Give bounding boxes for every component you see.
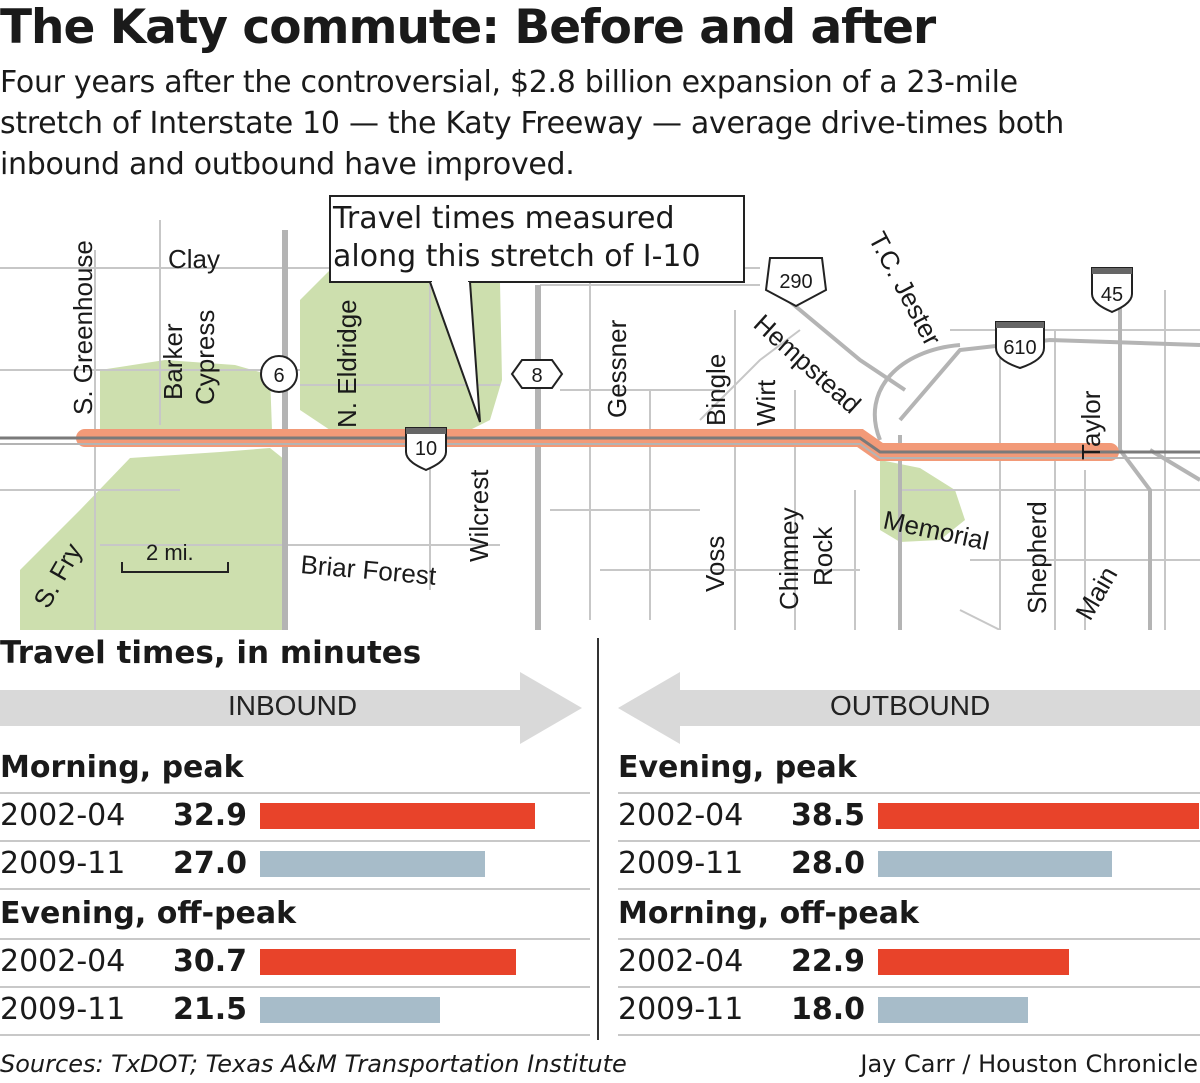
period-label: 2009-11 [618, 992, 744, 1027]
period-label: 2002-04 [0, 944, 126, 979]
hwy-6-shield: 6 [260, 355, 298, 393]
data-row: 2002-04 22.9 [618, 940, 1200, 988]
i45-shield: 45 [1091, 267, 1133, 314]
street-label: Shepherd [1022, 501, 1052, 614]
bar-after [878, 997, 1029, 1023]
svg-text:290: 290 [779, 271, 812, 293]
sources-note: Sources: TxDOT; Texas A&M Transportation… [0, 1050, 627, 1078]
street-label: Wilcrest [464, 469, 494, 562]
street-label: Gessner [602, 319, 632, 418]
street-label: Rock [808, 526, 838, 586]
right-arrow-icon [0, 672, 582, 744]
street-label: Clay [168, 244, 220, 274]
chart-subtitle: Four years after the controversial, $2.8… [0, 65, 1064, 182]
street-label: S. Greenhouse [68, 240, 98, 415]
period-label: 2002-04 [618, 798, 744, 833]
street-label: Voss [700, 536, 730, 592]
scale-bar [121, 562, 229, 573]
chart-title: The Katy commute: Before and after [0, 0, 936, 55]
map: 2 mi. 6 8 10 290 610 45 S. Greenhouse Cl… [0, 195, 1200, 630]
data-row: 2002-04 38.5 [618, 794, 1200, 842]
data-row: 2009-11 28.0 [618, 842, 1200, 890]
park-area [100, 360, 272, 430]
svg-text:6: 6 [273, 365, 284, 387]
value-label: 38.5 [790, 798, 865, 833]
value-label: 28.0 [790, 846, 865, 881]
street-label: Bingle [701, 354, 731, 426]
period-label: 2009-11 [618, 846, 744, 881]
street-label: Wirt [751, 379, 781, 426]
street-label: Barker [158, 323, 188, 400]
park-area [20, 448, 285, 630]
bar-after [260, 851, 486, 877]
credit-line: Jay Carr / Houston Chronicle [860, 1050, 1198, 1078]
bar-before [878, 949, 1070, 975]
outbound-arrow: OUTBOUND [618, 672, 1200, 744]
street-label: Briar Forest [299, 549, 438, 591]
i610-shield: 610 [995, 321, 1045, 370]
direction-label: INBOUND [228, 690, 358, 721]
data-row: 2002-04 30.7 [0, 940, 590, 988]
callout-pointer [429, 281, 481, 423]
bw-8-shield: 8 [510, 359, 564, 389]
period-label: 2009-11 [0, 992, 126, 1027]
svg-text:45: 45 [1101, 284, 1123, 306]
value-label: 32.9 [172, 798, 247, 833]
group-title: Morning, peak [0, 744, 590, 794]
inbound-panel: INBOUND Morning, peak 2002-04 32.9 2009-… [0, 672, 590, 1036]
group-title: Evening, peak [618, 744, 1200, 794]
street-label: Main [1069, 561, 1123, 625]
bar-after [878, 851, 1112, 877]
inbound-arrow: INBOUND [0, 672, 590, 744]
map-callout: Travel times measured along this stretch… [333, 200, 743, 276]
i10-shield: 10 [405, 427, 447, 472]
data-row: 2009-11 18.0 [618, 988, 1200, 1036]
bar-after [260, 997, 440, 1023]
scale-label: 2 mi. [146, 540, 194, 565]
period-label: 2002-04 [0, 798, 126, 833]
left-arrow-icon [618, 672, 1200, 744]
value-label: 18.0 [790, 992, 865, 1027]
svg-text:10: 10 [415, 438, 437, 460]
period-label: 2002-04 [618, 944, 744, 979]
group-title: Evening, off-peak [0, 890, 590, 940]
data-row: 2002-04 32.9 [0, 794, 590, 842]
period-label: 2009-11 [0, 846, 126, 881]
outbound-panel: OUTBOUND Evening, peak 2002-04 38.5 2009… [618, 672, 1200, 1036]
callout-line: Travel times measured [333, 201, 675, 236]
svg-text:610: 610 [1003, 337, 1036, 359]
value-label: 22.9 [790, 944, 865, 979]
street-label: Chimney [774, 507, 804, 610]
value-label: 27.0 [172, 846, 247, 881]
value-label: 21.5 [172, 992, 247, 1027]
group-title: Morning, off-peak [618, 890, 1200, 940]
us-290-shield: 290 [764, 257, 828, 308]
svg-text:8: 8 [531, 365, 542, 387]
bar-before [878, 803, 1200, 829]
section-title: Travel times, in minutes [0, 635, 422, 671]
callout-line: along this stretch of I-10 [333, 239, 701, 274]
data-row: 2009-11 21.5 [0, 988, 590, 1036]
street-label: Taylor [1076, 390, 1106, 460]
street-label: T.C. Jester [863, 227, 948, 351]
direction-label: OUTBOUND [830, 690, 991, 721]
value-label: 30.7 [172, 944, 247, 979]
panel-divider [597, 638, 599, 1040]
data-row: 2009-11 27.0 [0, 842, 590, 890]
street-label: Cypress [190, 310, 220, 405]
bar-before [260, 803, 535, 829]
callout-box [329, 195, 745, 283]
street-label: N. Eldridge [332, 299, 362, 428]
bar-before [260, 949, 517, 975]
